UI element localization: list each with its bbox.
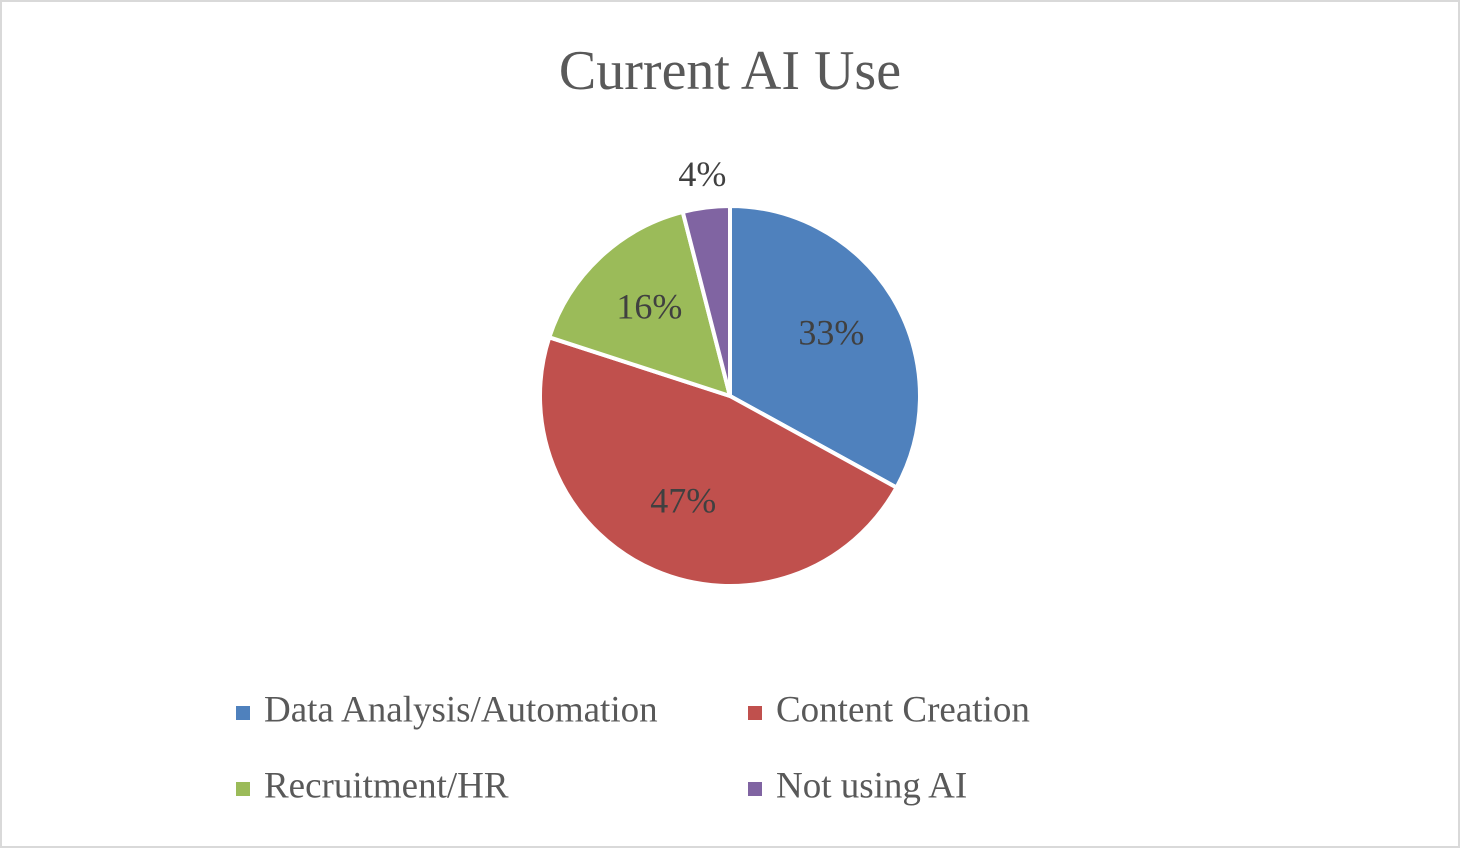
legend-swatch <box>748 782 762 796</box>
data-label: 4% <box>678 154 726 194</box>
legend-label: Content Creation <box>776 689 1030 730</box>
legend-swatch <box>236 782 250 796</box>
chart-title: Current AI Use <box>559 40 901 102</box>
data-label: 16% <box>616 286 682 326</box>
legend-swatch <box>748 706 762 720</box>
pie-slice <box>728 204 922 490</box>
legend-label: Not using AI <box>776 765 967 806</box>
legend-label: Recruitment/HR <box>264 765 509 806</box>
pie-slice <box>547 209 732 398</box>
legend-swatch <box>236 706 250 720</box>
data-label: 33% <box>798 312 864 352</box>
legend-label: Data Analysis/Automation <box>264 689 658 730</box>
data-label: 47% <box>650 480 716 520</box>
pie-slice <box>680 204 732 398</box>
pie-slice <box>538 335 899 588</box>
